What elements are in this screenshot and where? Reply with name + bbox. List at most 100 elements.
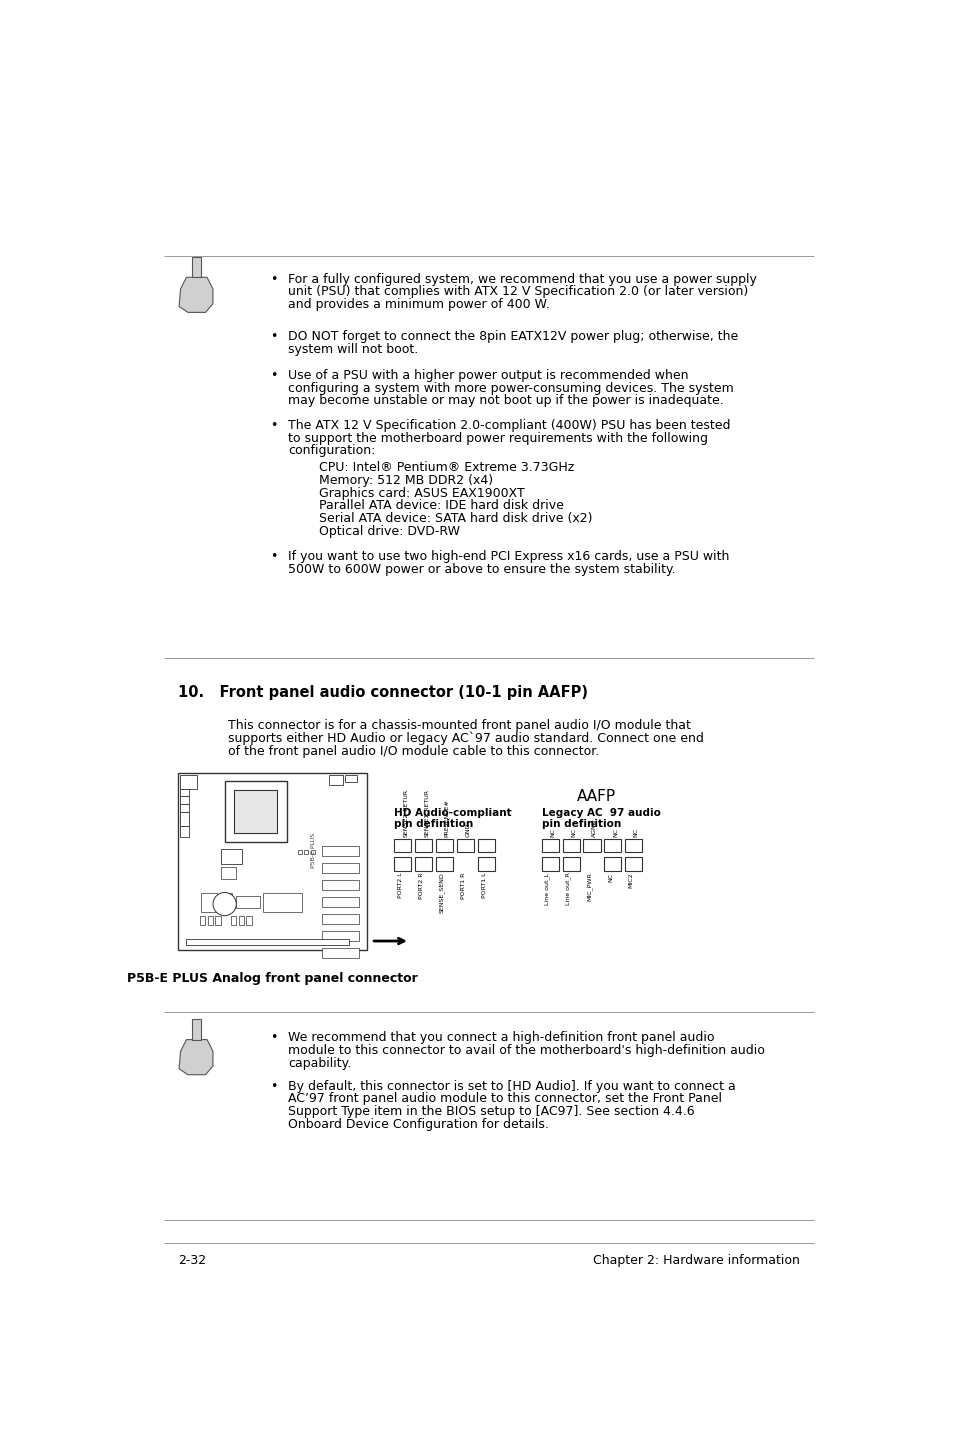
Bar: [208, 916, 213, 925]
Text: pin definition: pin definition: [394, 820, 473, 830]
Text: If you want to use two high-end PCI Express x16 cards, use a PSU with: If you want to use two high-end PCI Expr…: [288, 549, 729, 562]
Text: system will not boot.: system will not boot.: [288, 344, 418, 357]
Bar: [541, 857, 558, 871]
Bar: [583, 838, 599, 853]
Bar: [321, 948, 358, 958]
Text: NC: NC: [571, 828, 576, 837]
Text: pin definition: pin definition: [541, 820, 620, 830]
Bar: [541, 838, 558, 853]
Text: P5B-E PLUS Analog front panel connector: P5B-E PLUS Analog front panel connector: [127, 972, 417, 985]
Bar: [562, 857, 579, 871]
Bar: [562, 838, 579, 853]
Bar: [415, 857, 432, 871]
Bar: [224, 781, 286, 843]
Bar: [236, 896, 259, 907]
Text: SENSE_SEND: SENSE_SEND: [438, 873, 444, 913]
Bar: [179, 797, 189, 804]
Bar: [321, 915, 358, 925]
Text: Line out_L: Line out_L: [544, 873, 550, 905]
Bar: [394, 838, 411, 853]
Bar: [321, 863, 358, 873]
Bar: [624, 838, 641, 853]
Text: This connector is for a chassis-mounted front panel audio I/O module that: This connector is for a chassis-mounted …: [228, 719, 690, 732]
Bar: [263, 893, 302, 912]
Text: Serial ATA device: SATA hard disk drive (x2): Serial ATA device: SATA hard disk drive …: [319, 512, 592, 525]
Bar: [456, 838, 474, 853]
Text: Graphics card: ASUS EAX1900XT: Graphics card: ASUS EAX1900XT: [319, 486, 524, 500]
Text: to support the motherboard power requirements with the following: to support the motherboard power require…: [288, 431, 707, 444]
Bar: [246, 916, 252, 925]
Text: Use of a PSU with a higher power output is recommended when: Use of a PSU with a higher power output …: [288, 370, 688, 383]
Bar: [179, 825, 189, 837]
Bar: [321, 880, 358, 890]
Text: AC’97 front panel audio module to this connector, set the Front Panel: AC’97 front panel audio module to this c…: [288, 1093, 721, 1106]
Bar: [220, 867, 236, 879]
Text: DO NOT forget to connect the 8pin EATX12V power plug; otherwise, the: DO NOT forget to connect the 8pin EATX12…: [288, 331, 738, 344]
Text: PORT2 L: PORT2 L: [397, 873, 402, 899]
Bar: [304, 850, 308, 854]
Text: GND: GND: [465, 823, 470, 837]
Bar: [436, 838, 453, 853]
Text: PORT1 L: PORT1 L: [481, 873, 486, 899]
Text: The ATX 12 V Specification 2.0-compliant (400W) PSU has been tested: The ATX 12 V Specification 2.0-compliant…: [288, 418, 730, 431]
Text: Legacy AC  97 audio: Legacy AC 97 audio: [541, 808, 659, 818]
Text: configuration:: configuration:: [288, 444, 375, 457]
Text: For a fully configured system, we recommend that you use a power supply: For a fully configured system, we recomm…: [288, 273, 757, 286]
Text: •: •: [270, 331, 277, 344]
Text: AAFP: AAFP: [576, 788, 615, 804]
Bar: [186, 939, 348, 945]
Text: Parallel ATA device: IDE hard disk drive: Parallel ATA device: IDE hard disk drive: [319, 499, 563, 512]
Text: 10.   Front panel audio connector (10-1 pin AAFP): 10. Front panel audio connector (10-1 pi…: [178, 684, 588, 700]
Text: supports either HD Audio or legacy AC`97 audio standard. Connect one end: supports either HD Audio or legacy AC`97…: [228, 732, 703, 745]
Bar: [604, 838, 620, 853]
Bar: [179, 788, 189, 797]
Text: Memory: 512 MB DDR2 (x4): Memory: 512 MB DDR2 (x4): [319, 475, 493, 487]
Bar: [477, 838, 495, 853]
Text: AGND: AGND: [592, 818, 597, 837]
Text: module to this connector to avail of the motherboard's high-definition audio: module to this connector to avail of the…: [288, 1044, 764, 1057]
Text: 500W to 600W power or above to ensure the system stability.: 500W to 600W power or above to ensure th…: [288, 562, 675, 575]
Polygon shape: [179, 1040, 213, 1074]
Text: •: •: [270, 1031, 277, 1044]
Bar: [321, 847, 358, 856]
Text: Chapter 2: Hardware information: Chapter 2: Hardware information: [592, 1254, 799, 1267]
Text: CPU: Intel® Pentium® Extreme 3.73GHz: CPU: Intel® Pentium® Extreme 3.73GHz: [319, 462, 574, 475]
Bar: [179, 811, 189, 825]
Bar: [329, 775, 343, 785]
Text: •: •: [270, 370, 277, 383]
Text: PORT1 R: PORT1 R: [460, 873, 465, 899]
Polygon shape: [179, 278, 213, 312]
Text: NC: NC: [607, 873, 612, 881]
Text: HD Audio-compliant: HD Audio-compliant: [394, 808, 512, 818]
Text: PORT2 R: PORT2 R: [418, 873, 423, 899]
Text: By default, this connector is set to [HD Audio]. If you want to connect a: By default, this connector is set to [HD…: [288, 1080, 735, 1093]
Bar: [321, 897, 358, 907]
Bar: [311, 850, 314, 854]
Bar: [215, 916, 220, 925]
Bar: [415, 838, 432, 853]
Bar: [321, 930, 358, 940]
Text: NC: NC: [550, 828, 555, 837]
Text: We recommend that you connect a high-definition front panel audio: We recommend that you connect a high-def…: [288, 1031, 714, 1044]
Text: 2-32: 2-32: [178, 1254, 206, 1267]
Text: Line out_R: Line out_R: [565, 873, 571, 906]
Text: MIC2: MIC2: [628, 873, 633, 889]
Text: •: •: [270, 549, 277, 562]
Bar: [394, 857, 411, 871]
Bar: [624, 857, 641, 871]
Bar: [179, 775, 196, 788]
Bar: [344, 775, 356, 782]
Bar: [298, 850, 302, 854]
Text: •: •: [270, 418, 277, 431]
Text: and provides a minimum power of 400 W.: and provides a minimum power of 400 W.: [288, 298, 549, 311]
Bar: [604, 857, 620, 871]
Circle shape: [213, 893, 236, 916]
Text: NC: NC: [612, 828, 618, 837]
Text: •: •: [270, 273, 277, 286]
Text: Optical drive: DVD-RW: Optical drive: DVD-RW: [319, 525, 459, 538]
Text: •: •: [270, 1080, 277, 1093]
Bar: [179, 804, 189, 811]
Bar: [220, 893, 233, 907]
Text: Onboard Device Configuration for details.: Onboard Device Configuration for details…: [288, 1117, 549, 1130]
Text: SENSE2_RETUR: SENSE2_RETUR: [402, 789, 408, 837]
